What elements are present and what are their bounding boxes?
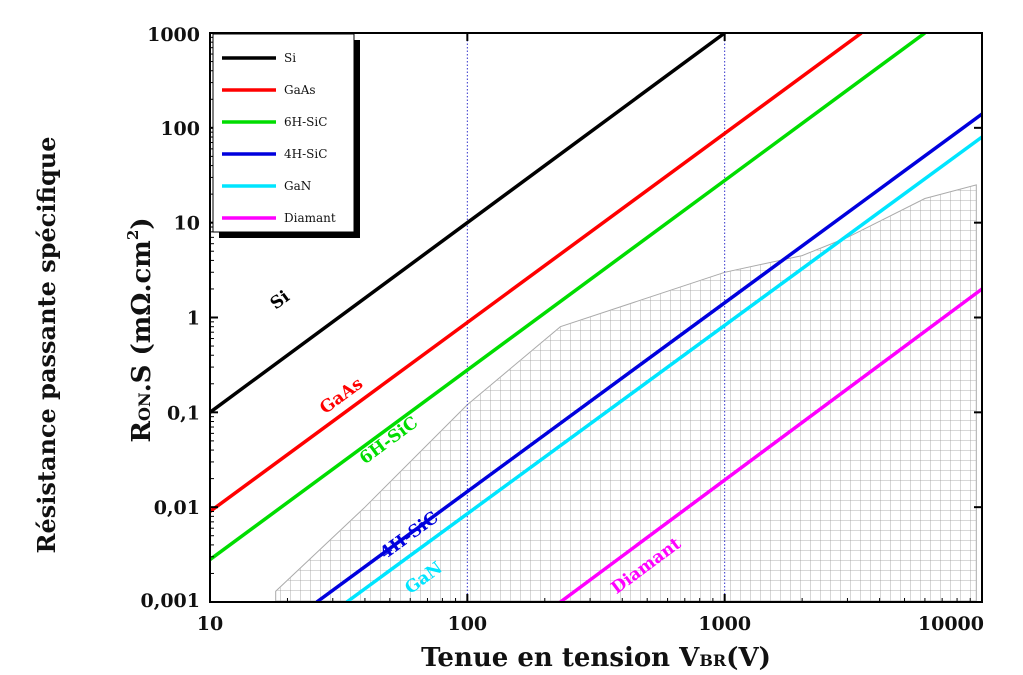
- y-axis-title-line1-text: Résistance passante spécifique: [32, 137, 61, 554]
- y-axis-title-line2: RON.S (mΩ.cm2): [124, 217, 157, 442]
- curve-label-gaas: GaAs: [316, 374, 367, 419]
- x-tick-label-10: 10: [197, 613, 223, 635]
- y-tick-label-100: 100: [160, 118, 200, 140]
- shaded-limit-region: [275, 184, 977, 602]
- series-line-diamant: [559, 287, 982, 602]
- legend-label-gan: GaN: [284, 179, 311, 193]
- series-line-6h-sic: [210, 33, 926, 562]
- x-axis-title-main: Tenue en tension V: [421, 643, 700, 673]
- y-axis-title-r: R: [127, 421, 157, 443]
- x-tick-label-1000: 1000: [698, 613, 751, 635]
- series-line-gan: [345, 135, 982, 602]
- legend-label-gaas: GaAs: [284, 83, 316, 97]
- y-axis-title-sup: 2: [124, 230, 142, 240]
- y-tick-label-0,001: 0,001: [141, 590, 201, 612]
- y-axis-title-on: ON: [135, 392, 154, 421]
- legend: Si GaAs 6H-SiC 4H-SiC GaN Diamant: [212, 33, 360, 238]
- legend-label-diamant: Diamant: [284, 211, 336, 225]
- legend-label-4h-sic: 4H-SiC: [284, 147, 327, 161]
- y-tick-label-10: 10: [174, 213, 200, 235]
- series-line-si: [210, 33, 726, 414]
- legend-label-si: Si: [284, 51, 296, 65]
- series-line-gaas: [210, 33, 863, 513]
- x-axis-title-sub: BR: [699, 651, 727, 670]
- y-tick-label-1000: 1000: [147, 24, 200, 46]
- y-axis-title-rest: .S (mΩ.cm: [127, 240, 157, 392]
- series-line-4h-sic: [315, 112, 982, 602]
- y-tick-label-0,1: 0,1: [167, 402, 200, 424]
- x-axis-title: Tenue en tension VBR(V): [421, 643, 771, 673]
- legend-box: [212, 33, 355, 233]
- x-axis-title-suffix: (V): [726, 643, 771, 673]
- legend-label-6h-sic: 6H-SiC: [284, 115, 327, 129]
- y-tick-label-0,01: 0,01: [154, 497, 200, 519]
- y-tick-label-1: 1: [187, 308, 200, 330]
- y-axis-title-close: ): [127, 217, 157, 229]
- x-tick-label-10000: 10000: [918, 613, 984, 635]
- y-axis-title-line1: Résistance passante spécifique: [32, 137, 61, 554]
- x-tick-label-100: 100: [447, 613, 487, 635]
- curve-label-si: Si: [267, 286, 294, 314]
